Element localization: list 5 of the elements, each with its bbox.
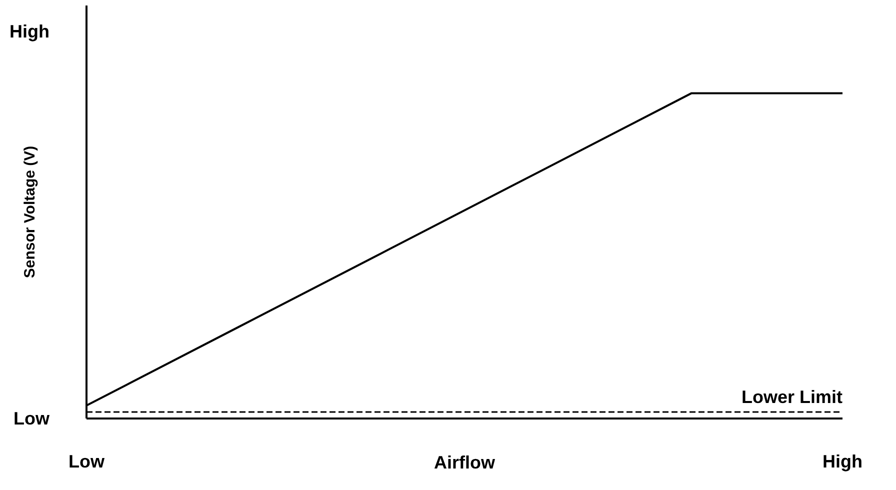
y-axis-title: Sensor Voltage (V) bbox=[22, 146, 39, 278]
ref-line-label: Lower Limit bbox=[741, 386, 843, 407]
text: High bbox=[10, 22, 50, 42]
text: Low bbox=[14, 408, 50, 428]
x-axis-title: Airflow bbox=[434, 452, 496, 472]
